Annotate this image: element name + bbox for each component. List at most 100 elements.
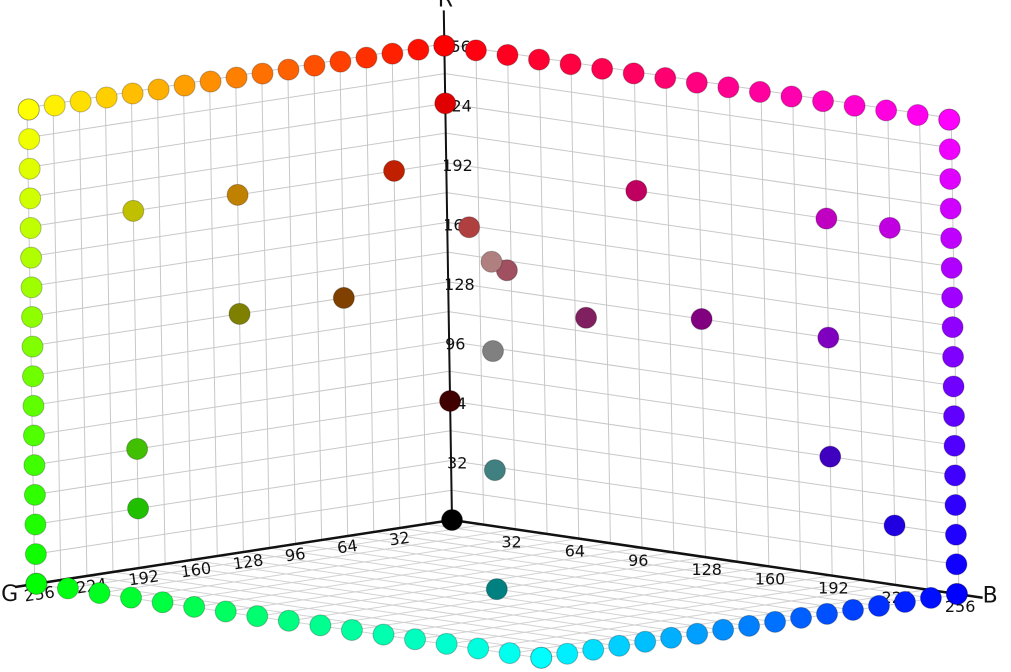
edge-point	[24, 513, 47, 536]
edge-point	[25, 572, 48, 595]
edge-point	[19, 187, 42, 210]
grid-line-gr	[78, 99, 88, 577]
edge-point	[18, 128, 41, 151]
r-tick-label: 96	[445, 334, 465, 353]
grid-line-br	[445, 132, 953, 208]
edge-point	[56, 577, 79, 600]
grid-line-br	[919, 113, 928, 590]
edge-point	[121, 82, 144, 105]
edge-point	[945, 553, 968, 576]
data-point	[878, 216, 901, 239]
grid-line-floor	[86, 575, 594, 651]
g-tick-label: 64	[336, 536, 359, 558]
edge-point	[945, 582, 968, 605]
grid-line-br	[444, 73, 952, 149]
data-point	[439, 389, 462, 412]
edge-point	[939, 197, 962, 220]
grid-line-br	[760, 90, 770, 567]
g-tick-label: 96	[284, 544, 307, 566]
edge-point	[660, 626, 683, 649]
edge-point	[748, 80, 771, 103]
edge-point	[464, 39, 487, 62]
edge-point	[355, 46, 378, 69]
edge-point	[21, 335, 44, 358]
grid-line-floor	[165, 563, 673, 639]
edge-point	[151, 591, 174, 614]
data-point	[625, 179, 648, 202]
edge-point	[407, 38, 430, 61]
edge-point	[941, 316, 964, 339]
edge-point	[528, 48, 551, 71]
data-point	[332, 286, 355, 309]
grid-line-gr	[29, 192, 447, 258]
data-point	[441, 509, 463, 531]
edge-point	[582, 638, 605, 661]
g-axis-line	[14, 518, 453, 589]
edge-point	[841, 598, 864, 621]
edge-point	[69, 90, 92, 113]
edge-point	[686, 622, 709, 645]
data-point	[690, 308, 713, 331]
b-axis-label: B	[983, 583, 998, 608]
edge-point	[685, 71, 708, 94]
edge-point	[943, 464, 966, 487]
grid-line-floor	[319, 561, 738, 627]
edge-point	[21, 305, 44, 328]
r-axis-label: R	[438, 0, 453, 12]
edge-point	[943, 405, 966, 428]
data-point	[434, 92, 457, 115]
edge-point	[938, 138, 961, 161]
edge-point	[938, 108, 961, 131]
data-point	[817, 326, 840, 349]
edge-point	[214, 600, 237, 623]
g-axis-label: G	[1, 582, 18, 607]
edge-point	[634, 630, 657, 653]
grid-line-br	[445, 102, 953, 179]
edge-point	[23, 454, 46, 477]
g-tick-label: 160	[179, 558, 212, 581]
edge-point	[816, 602, 839, 625]
b-tick-label: 32	[501, 532, 521, 551]
edge-point	[183, 595, 206, 618]
data-point	[485, 578, 508, 601]
edge-point	[940, 256, 963, 279]
data-point	[483, 459, 506, 482]
edge-point	[309, 614, 332, 637]
grid-line-gr	[27, 102, 446, 168]
grid-line-gr	[29, 221, 448, 287]
data-point	[575, 306, 598, 329]
edge-point	[22, 424, 45, 447]
grid-line-br	[446, 162, 954, 238]
edge-point	[435, 632, 458, 655]
grid-line-gr	[30, 251, 448, 317]
grid-line-gr	[156, 87, 166, 565]
edge-point	[225, 66, 248, 89]
edge-point	[88, 581, 111, 604]
edge-point	[941, 286, 964, 309]
edge-point	[20, 276, 43, 299]
edge-point	[199, 70, 222, 93]
data-point	[226, 183, 249, 206]
edge-point	[559, 53, 582, 76]
b-tick-label: 160	[755, 569, 786, 588]
grid-line-br	[446, 192, 954, 268]
grid-line-br	[855, 104, 865, 581]
edge-point	[95, 86, 118, 109]
edge-point	[942, 375, 965, 398]
edge-point	[22, 365, 45, 388]
data-point	[127, 497, 150, 520]
data-point	[228, 302, 251, 325]
edge-point	[17, 98, 40, 121]
grid-line-gr	[183, 83, 192, 561]
grid-line-floor	[138, 567, 646, 643]
r-tick-label: 32	[447, 453, 467, 472]
data-point	[819, 445, 842, 468]
data-point	[122, 199, 145, 222]
edge-point	[433, 34, 456, 57]
grid-line-gr	[28, 132, 446, 198]
edge-point	[591, 57, 614, 80]
g-tick-label: 32	[388, 528, 411, 550]
edge-point	[919, 586, 942, 609]
data-point	[815, 207, 838, 230]
